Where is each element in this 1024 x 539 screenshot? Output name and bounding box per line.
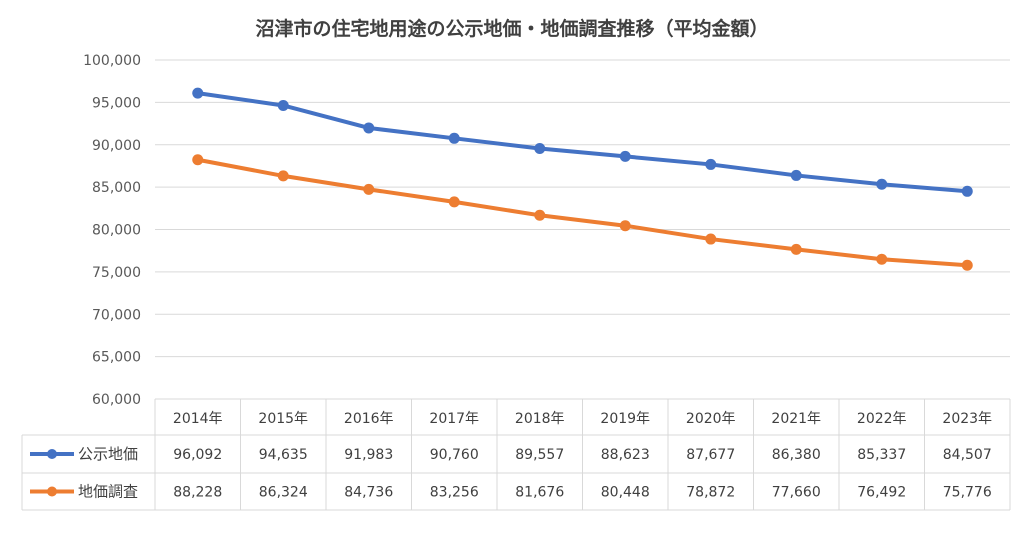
series-line — [197, 91, 968, 194]
y-tick-label: 60,000 — [92, 392, 141, 408]
table-cell-value: 88,228 — [173, 485, 222, 501]
data-point — [790, 243, 802, 255]
table-cell-value: 81,676 — [515, 485, 564, 501]
legend-label: 公示地価 — [78, 445, 138, 463]
data-point — [448, 132, 460, 144]
table-cell-value: 94,635 — [259, 447, 308, 463]
data-point — [277, 99, 289, 111]
x-category-label: 2023年 — [942, 411, 992, 427]
legend-label: 地価調査 — [78, 483, 138, 501]
data-table: 2014年 2015年 2016年 2017年 2018年 2019年 2020年 2021年… — [21, 399, 1011, 511]
table-cell-value: 75,776 — [943, 485, 992, 501]
table-cell-value: 80,448 — [601, 485, 650, 501]
table-cell-value: 87,677 — [686, 447, 735, 463]
x-category-label: 2021年 — [771, 411, 821, 427]
series-line — [197, 157, 968, 268]
y-axis-ticks: 60,000 65,000 70,000 75,000 80,000 85,000 90,0… — [83, 53, 141, 408]
table-cell-value: 84,507 — [943, 447, 992, 463]
x-category-label: 2015年 — [258, 411, 308, 427]
data-point — [192, 87, 204, 99]
y-tick-label: 85,000 — [92, 180, 141, 196]
table-cell-value: 86,324 — [259, 485, 308, 501]
table-cell-value: 88,623 — [601, 447, 650, 463]
data-point — [876, 253, 888, 265]
x-category-label: 2017年 — [429, 411, 479, 427]
table-cell-value: 96,092 — [173, 447, 222, 463]
y-tick-label: 100,000 — [83, 53, 141, 69]
legend-marker — [47, 486, 57, 497]
chart-title: 沼津市の住宅地用途の公示地価・地価調査推移（平均金額） — [255, 18, 769, 40]
table-cell-value: 89,557 — [515, 447, 564, 463]
table-cell-value: 90,760 — [430, 447, 479, 463]
table-cell-value: 86,380 — [772, 447, 821, 463]
data-point — [961, 185, 973, 197]
data-point — [876, 178, 888, 190]
table-cell-value: 83,256 — [430, 485, 479, 501]
x-category-label: 2016年 — [344, 411, 394, 427]
x-category-label: 2020年 — [686, 411, 736, 427]
y-tick-label: 95,000 — [92, 95, 141, 111]
table-cell-value: 76,492 — [857, 485, 906, 501]
data-point — [619, 220, 631, 232]
data-point — [363, 183, 375, 195]
x-category-label: 2022年 — [857, 411, 907, 427]
data-point — [534, 209, 546, 221]
data-point — [192, 154, 204, 166]
data-point — [619, 150, 631, 162]
data-point — [277, 170, 289, 182]
y-tick-label: 75,000 — [92, 265, 141, 281]
data-point — [705, 158, 717, 170]
table-cell-value: 91,983 — [344, 447, 393, 463]
table-cell-value: 84,736 — [344, 485, 393, 501]
x-category-label: 2019年 — [600, 411, 650, 427]
data-point — [448, 196, 460, 208]
y-tick-label: 70,000 — [92, 307, 141, 323]
y-tick-label: 65,000 — [92, 350, 141, 366]
data-point — [961, 259, 973, 271]
data-point — [534, 143, 546, 155]
table-cell-value: 77,660 — [772, 485, 821, 501]
x-category-label: 2014年 — [173, 411, 223, 427]
x-category-label: 2018年 — [515, 411, 565, 427]
data-point — [705, 233, 717, 245]
data-point — [790, 169, 802, 181]
data-point — [363, 122, 375, 134]
legend-marker — [47, 449, 57, 459]
table-cell-value: 85,337 — [857, 447, 906, 463]
y-tick-label: 90,000 — [92, 138, 141, 154]
table-cell-value: 78,872 — [686, 485, 735, 501]
y-tick-label: 80,000 — [92, 223, 141, 239]
series-lines — [192, 87, 973, 271]
